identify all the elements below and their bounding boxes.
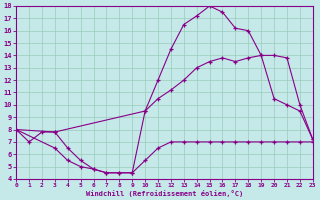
X-axis label: Windchill (Refroidissement éolien,°C): Windchill (Refroidissement éolien,°C) — [86, 190, 243, 197]
